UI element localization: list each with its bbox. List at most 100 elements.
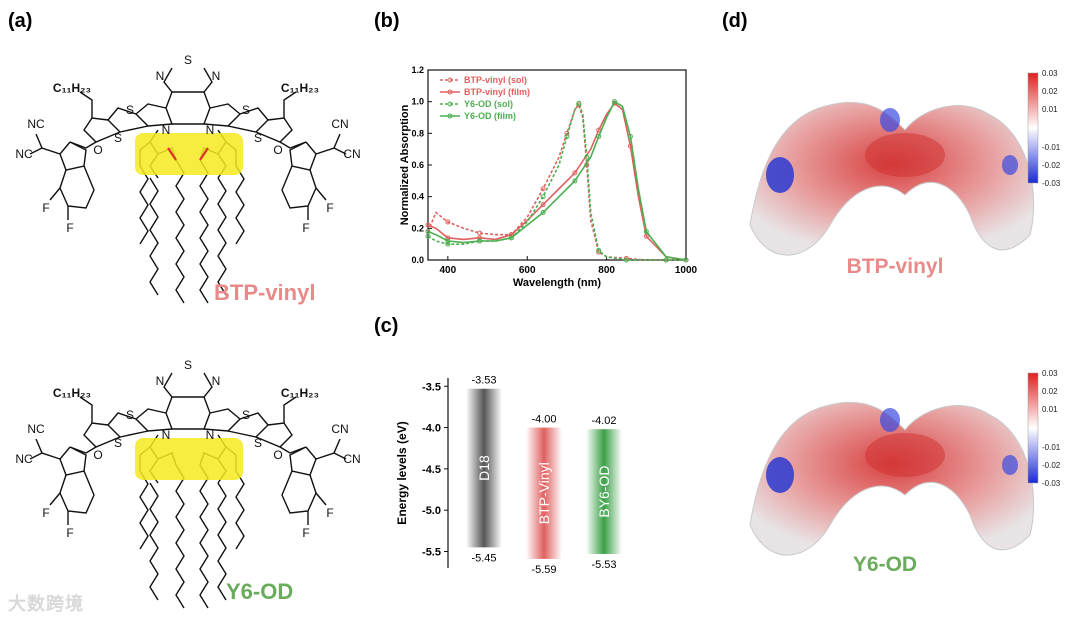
series-line (427, 102, 687, 261)
colorbar-tick-label: -0.02 (1042, 161, 1061, 170)
atom-NC: NC (15, 452, 33, 466)
x-tick-label: 1000 (675, 265, 698, 276)
bond (283, 91, 297, 118)
atom-CN: CN (331, 422, 348, 436)
legend-marker (447, 77, 453, 83)
bond (175, 159, 185, 304)
bond (235, 165, 245, 245)
esp-negative-region (880, 108, 900, 132)
panel-label-a: (a) (8, 10, 33, 32)
lumo-label: -4.02 (591, 415, 616, 427)
atom-F: F (66, 526, 73, 540)
x-tick-label: 600 (519, 265, 536, 276)
bond (279, 446, 307, 454)
esp-negative-region (1002, 455, 1018, 475)
bond (49, 492, 61, 506)
homo-label: -5.59 (531, 564, 556, 576)
bond (279, 141, 307, 149)
data-point (576, 102, 582, 108)
data-point (627, 134, 633, 139)
bond (59, 165, 95, 209)
bond (199, 159, 209, 304)
series-line (427, 100, 687, 261)
colorbar-tick-label: 0.02 (1042, 387, 1058, 396)
bond (255, 422, 293, 448)
legend-label: Y6-OD (film) (464, 111, 516, 121)
bar-category-label: BTP-Vinyl (536, 462, 552, 524)
legend-label: BTP-vinyl (film) (464, 87, 530, 97)
data-point (540, 194, 546, 200)
atom-O: O (273, 448, 282, 462)
data-point (445, 235, 451, 241)
esp-negative-region (880, 408, 900, 432)
absorption-chart: 400 600 800 1000 0.0 0.2 0.4 0.6 0.8 1.0 1.2 Wavele… (399, 65, 698, 289)
bond (283, 396, 297, 423)
atom-N: N (212, 69, 221, 83)
data-point (477, 230, 483, 236)
legend-label: BTP-vinyl (sol) (464, 75, 527, 85)
bar-category-label: D18 (476, 455, 492, 481)
data-point (643, 229, 649, 234)
bond (217, 177, 227, 296)
y-tick-label: -4.5 (422, 464, 441, 476)
x-tick-label: 800 (598, 265, 615, 276)
atom-O: O (93, 143, 102, 157)
bond (29, 147, 43, 155)
bond (59, 446, 87, 476)
y-tick-label: 0.8 (411, 128, 424, 138)
bond (29, 452, 43, 460)
legend-marker (447, 113, 453, 119)
lumo-label: -3.53 (471, 375, 496, 387)
esp-btp-vinyl (749, 101, 1035, 256)
x-tick-label: 400 (440, 265, 457, 276)
esp-surface (749, 401, 1035, 556)
atom-F: F (42, 201, 49, 215)
y-tick-label: -5.5 (422, 546, 441, 558)
bond (163, 67, 213, 93)
legend-marker (447, 101, 453, 107)
bond (281, 165, 317, 209)
bond (59, 470, 95, 514)
data-point (477, 235, 483, 241)
data-point (425, 229, 431, 234)
y-tick-label: 1.2 (411, 65, 424, 75)
esp-label-y6-od: Y6-OD (853, 553, 917, 576)
bond (333, 147, 347, 155)
panel-label-d: (d) (722, 10, 748, 32)
bond (165, 91, 211, 125)
atom-CN: CN (331, 117, 348, 131)
bond (217, 482, 227, 601)
y-axis-label: Normalized Absorption (399, 104, 411, 225)
bond (289, 446, 317, 476)
y-tick-label: 0.2 (411, 223, 424, 233)
bond (49, 187, 61, 201)
atom-O: O (273, 143, 282, 157)
panel-label-c: (c) (374, 315, 399, 337)
atom-C11H23: C₁₁H₂₃ (281, 81, 319, 95)
colorbar-tick-label: -0.03 (1042, 179, 1061, 188)
colorbar-tick-label: 0.02 (1042, 87, 1058, 96)
atom-S: S (114, 436, 122, 450)
bond (315, 492, 327, 506)
esp-negative-region (1002, 155, 1018, 175)
data-point (572, 170, 578, 176)
colorbar: 0.03 0.02 0.01 -0.01 -0.02 -0.03 (1027, 369, 1061, 488)
bond (165, 396, 211, 430)
energy-bar (466, 388, 502, 548)
esp-label-btp-vinyl: BTP-vinyl (847, 255, 944, 278)
atom-F: F (42, 506, 49, 520)
y-tick-label: -3.5 (422, 381, 441, 393)
atom-F: F (66, 221, 73, 235)
legend-marker (447, 89, 453, 95)
bond (255, 117, 293, 143)
atom-N: N (156, 374, 165, 388)
esp-negative-region (766, 457, 794, 493)
bond (289, 141, 317, 171)
molecule-bonds (29, 372, 347, 609)
atom-S: S (242, 408, 250, 422)
atom-NC: NC (27, 422, 45, 436)
atom-S: S (114, 131, 122, 145)
bond (333, 452, 347, 460)
vinyl-bond (167, 147, 177, 161)
atom-O: O (93, 448, 102, 462)
